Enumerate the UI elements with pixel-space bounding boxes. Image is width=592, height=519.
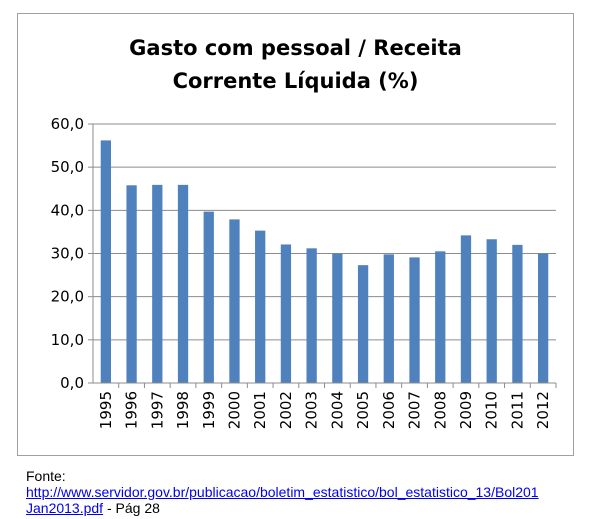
x-tick-label: 1997 xyxy=(148,391,166,429)
gridlines xyxy=(93,123,556,341)
bar xyxy=(460,235,472,383)
x-tick-label: 2004 xyxy=(328,391,346,429)
y-tick-label: 60,0 xyxy=(51,115,84,133)
bar-chart: 0,0 10,0 20,0 30,0 40,0 50,0 60,0 1995 1996 1997 1… xyxy=(51,115,557,429)
bar xyxy=(537,253,549,383)
y-tick-label: 0,0 xyxy=(60,374,84,392)
x-tick-label: 2011 xyxy=(508,391,526,429)
bar xyxy=(280,244,292,383)
source-page: - Pág 28 xyxy=(103,500,160,516)
x-tick-label: 2001 xyxy=(251,391,269,429)
bar xyxy=(486,239,497,383)
bar xyxy=(332,253,343,383)
x-tick-label: 1995 xyxy=(97,391,115,429)
source-link-line-2: Jan2013.pdf - Pág 28 xyxy=(26,500,539,516)
bars xyxy=(100,140,549,383)
bar xyxy=(357,265,369,383)
bar xyxy=(435,251,446,383)
bar xyxy=(203,211,214,383)
x-tick-label: 2003 xyxy=(303,391,321,429)
x-tick-label: 2010 xyxy=(483,391,501,429)
y-tick-label: 10,0 xyxy=(51,331,84,349)
y-tick-label: 20,0 xyxy=(51,288,84,306)
chart-title-line-2: Corrente Líquida (%) xyxy=(172,69,419,93)
bar xyxy=(177,184,189,383)
x-tick-label: 2005 xyxy=(354,391,372,429)
source-note: Fonte: http://www.servidor.gov.br/public… xyxy=(26,468,539,516)
chart-frame: Gasto com pessoal / Receita Corrente Líq… xyxy=(17,13,574,456)
bar xyxy=(126,185,137,383)
x-tick-label: 2006 xyxy=(380,391,398,429)
axes xyxy=(88,123,557,388)
bar xyxy=(306,248,317,383)
x-tick-label: 2000 xyxy=(225,391,243,429)
x-tick-label: 2008 xyxy=(431,391,449,429)
chart-title-line-1: Gasto com pessoal / Receita xyxy=(129,36,462,60)
x-tick-label: 1996 xyxy=(123,391,141,429)
x-tick-label: 1998 xyxy=(174,391,192,429)
y-tick-label: 30,0 xyxy=(51,245,84,263)
bar xyxy=(100,140,112,383)
x-tick-label: 2002 xyxy=(277,391,295,429)
bar xyxy=(383,254,394,383)
source-link[interactable]: http://www.servidor.gov.br/publicacao/bo… xyxy=(26,484,539,500)
bar xyxy=(255,230,266,383)
x-tick-label: 1999 xyxy=(200,391,218,429)
tick-labels: 0,0 10,0 20,0 30,0 40,0 50,0 60,0 1995 1996 1997 1… xyxy=(51,115,553,429)
y-tick-label: 40,0 xyxy=(51,201,84,219)
bar xyxy=(152,184,163,383)
source-label: Fonte: xyxy=(26,468,66,484)
bar xyxy=(512,244,523,383)
bar xyxy=(229,219,240,383)
x-tick-label: 2012 xyxy=(534,391,552,429)
source-link-line: http://www.servidor.gov.br/publicacao/bo… xyxy=(26,484,539,500)
y-tick-label: 50,0 xyxy=(51,158,84,176)
x-tick-label: 2009 xyxy=(457,391,475,429)
bar xyxy=(409,257,420,383)
chart-title: Gasto com pessoal / Receita Corrente Líq… xyxy=(18,32,573,98)
source-link-continued[interactable]: Jan2013.pdf xyxy=(26,500,104,516)
x-tick-label: 2007 xyxy=(406,391,424,429)
